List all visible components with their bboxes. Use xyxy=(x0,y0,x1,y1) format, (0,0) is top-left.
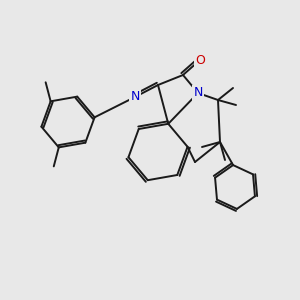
Text: N: N xyxy=(193,86,203,100)
Text: N: N xyxy=(130,91,140,103)
Text: O: O xyxy=(195,53,205,67)
